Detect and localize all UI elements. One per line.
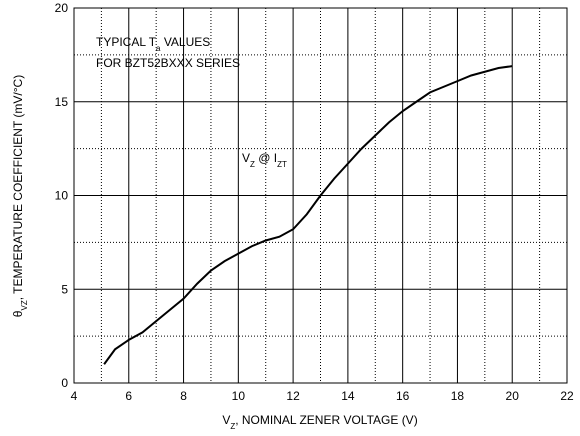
y-axis-label-part: θ [11,310,25,317]
y-axis-label-part: VZ [20,300,29,310]
y-tick-label: 20 [55,1,69,15]
annotation: VZ @ IZT [242,151,287,169]
x-tick-label: 22 [560,389,574,403]
annotation: TYPICAL Ta VALUES [96,35,210,53]
annotation-part: Z [250,160,255,169]
y-tick-label: 0 [61,376,68,390]
y-axis-label-part: , TEMPERATURE COEFFICIENT (mV/°C) [11,75,25,300]
annotation-part: a [156,44,161,53]
x-tick-label: 12 [286,389,300,403]
annotation-part: ZT [277,160,287,169]
y-tick-label: 15 [55,95,69,109]
x-tick-label: 14 [341,389,355,403]
x-axis-label-part: Z [230,422,235,431]
line [103,65,513,365]
annotation-part: @ I [255,151,277,165]
y-axis-label: θVZ, TEMPERATURE COEFFICIENT (mV/°C) [11,75,29,317]
x-axis-label: VZ, NOMINAL ZENER VOLTAGE (V) [222,413,417,431]
annotation-part: VALUES [160,35,210,49]
x-tick-label: 18 [451,389,465,403]
x-tick-label: 10 [232,389,246,403]
annotation-part: TYPICAL T [96,35,157,49]
y-tick-label: 10 [55,189,69,203]
annotation-part: FOR BZT52BXXX SERIES [96,56,240,70]
annotation-part: V [242,151,250,165]
x-tick-label: 20 [506,389,520,403]
annotation: FOR BZT52BXXX SERIES [96,56,240,70]
x-tick-label: 8 [180,389,187,403]
y-tick-label: 5 [61,282,68,296]
x-axis-label-part: , NOMINAL ZENER VOLTAGE (V) [235,413,417,427]
x-tick-label: 6 [125,389,132,403]
x-tick-label: 16 [396,389,410,403]
x-axis-label-part: V [222,413,230,427]
x-tick-label: 4 [71,389,78,403]
plot-frame [73,7,568,384]
